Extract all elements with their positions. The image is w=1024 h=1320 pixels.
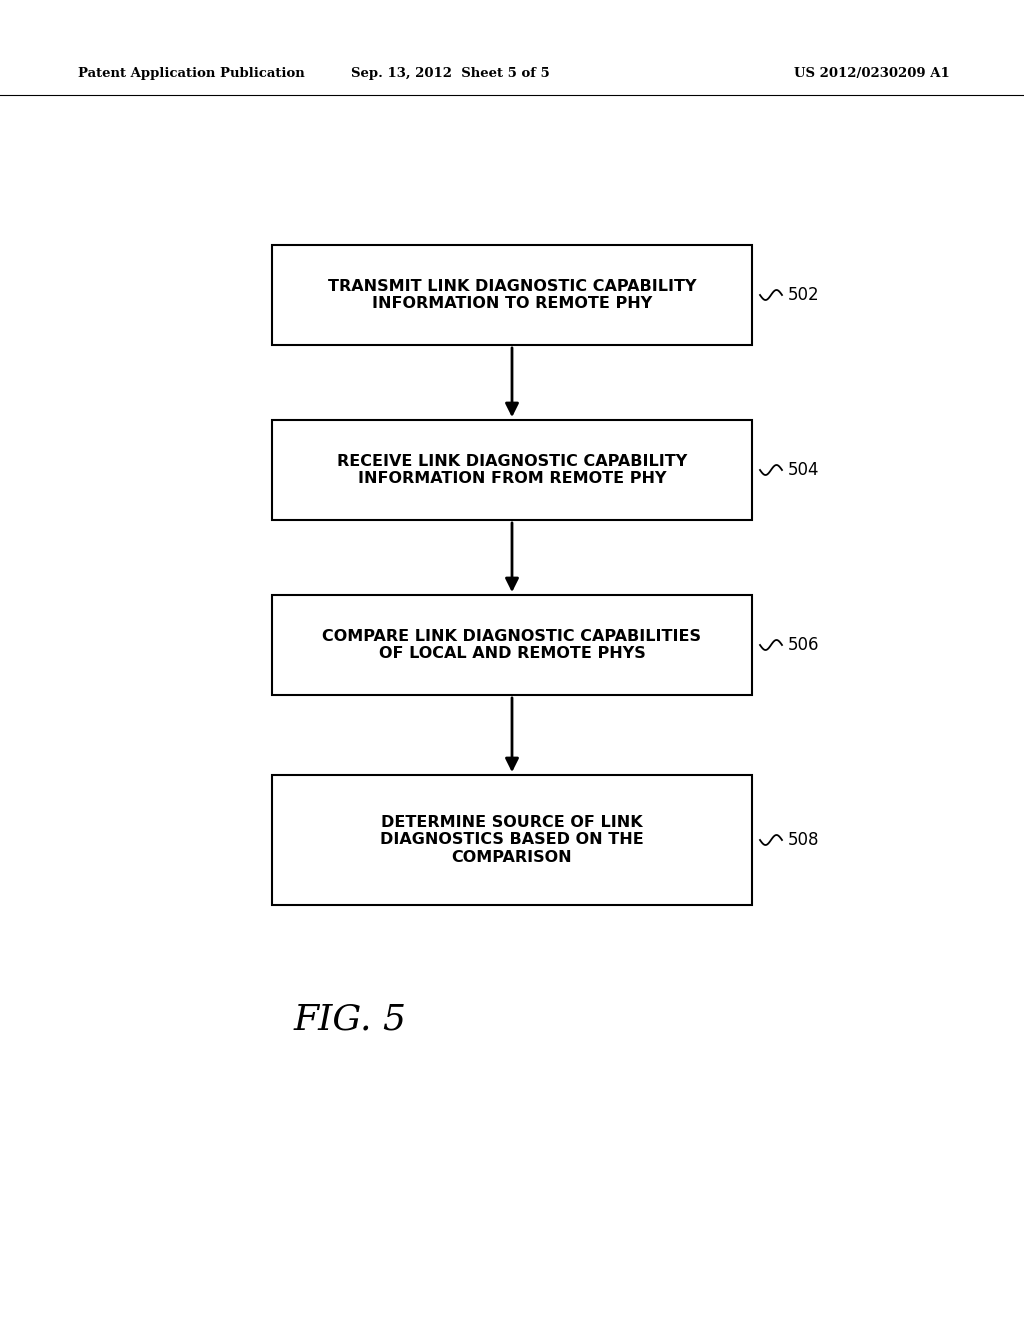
Text: US 2012/0230209 A1: US 2012/0230209 A1 xyxy=(795,66,950,79)
Bar xyxy=(272,595,752,696)
Text: COMPARE LINK DIAGNOSTIC CAPABILITIES
OF LOCAL AND REMOTE PHYS: COMPARE LINK DIAGNOSTIC CAPABILITIES OF … xyxy=(323,628,701,661)
Text: FIG. 5: FIG. 5 xyxy=(294,1003,407,1038)
Text: 502: 502 xyxy=(788,286,819,304)
Text: 508: 508 xyxy=(788,832,819,849)
Bar xyxy=(272,420,752,520)
Text: 506: 506 xyxy=(788,636,819,653)
Text: TRANSMIT LINK DIAGNOSTIC CAPABILITY
INFORMATION TO REMOTE PHY: TRANSMIT LINK DIAGNOSTIC CAPABILITY INFO… xyxy=(328,279,696,312)
Text: Patent Application Publication: Patent Application Publication xyxy=(78,66,305,79)
Text: Sep. 13, 2012  Sheet 5 of 5: Sep. 13, 2012 Sheet 5 of 5 xyxy=(350,66,549,79)
Bar xyxy=(272,775,752,906)
Text: RECEIVE LINK DIAGNOSTIC CAPABILITY
INFORMATION FROM REMOTE PHY: RECEIVE LINK DIAGNOSTIC CAPABILITY INFOR… xyxy=(337,454,687,486)
Text: 504: 504 xyxy=(788,461,819,479)
Bar xyxy=(272,246,752,345)
Text: DETERMINE SOURCE OF LINK
DIAGNOSTICS BASED ON THE
COMPARISON: DETERMINE SOURCE OF LINK DIAGNOSTICS BAS… xyxy=(380,814,644,865)
